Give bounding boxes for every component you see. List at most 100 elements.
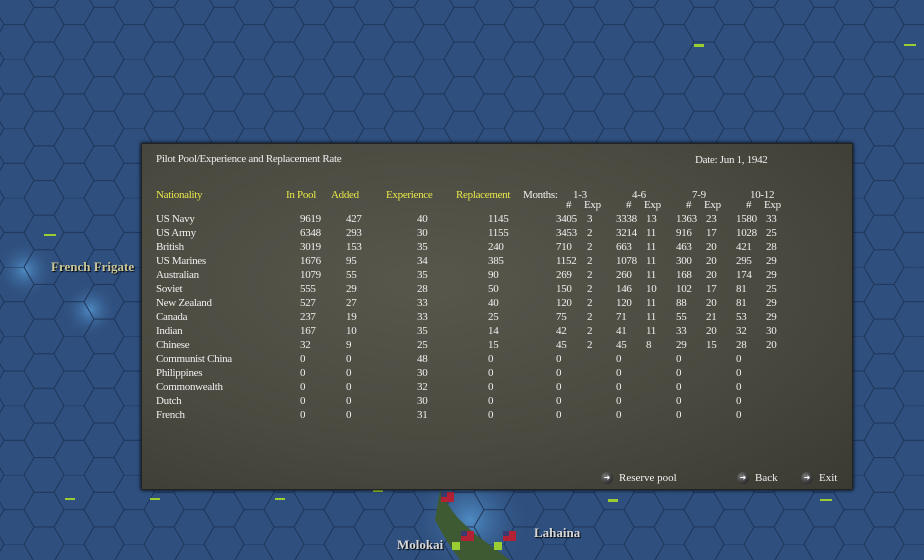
cell-in-pool: 527 — [300, 297, 316, 309]
cell-m4-exp: 20 — [766, 339, 777, 351]
back-label: Back — [755, 472, 778, 484]
cell-m2-exp: 11 — [646, 269, 656, 281]
cell-experience: 30 — [417, 395, 428, 407]
month-group-header: 1-3 — [573, 189, 587, 201]
cell-m4-count: 32 — [736, 325, 747, 337]
cell-in-pool: 167 — [300, 325, 316, 337]
cell-m3-count: 0 — [676, 353, 682, 365]
cell-added: 0 — [346, 353, 352, 365]
cell-nationality: Soviet — [156, 283, 183, 295]
cell-m4-count: 28 — [736, 339, 747, 351]
cell-m1-exp: 2 — [587, 227, 593, 239]
cell-nationality: Commonwealth — [156, 381, 223, 393]
cell-added: 0 — [346, 367, 352, 379]
cell-m1-count: 0 — [556, 395, 562, 407]
cell-m3-exp: 20 — [706, 325, 717, 337]
exit-button[interactable]: ➜ Exit — [801, 472, 837, 484]
cell-in-pool: 1676 — [300, 255, 321, 267]
cell-m2-count: 0 — [616, 395, 622, 407]
reserve-pool-button[interactable]: ➜ Reserve pool — [601, 472, 677, 484]
cell-m1-count: 1152 — [556, 255, 577, 267]
cell-m4-count: 0 — [736, 353, 742, 365]
unit-icons — [44, 44, 916, 550]
cell-nationality: US Army — [156, 227, 196, 239]
cell-in-pool: 0 — [300, 381, 306, 393]
cell-m2-exp: 11 — [646, 325, 656, 337]
header-in-pool: In Pool — [286, 189, 316, 201]
cell-m3-count: 0 — [676, 395, 682, 407]
exit-label: Exit — [819, 472, 838, 484]
cell-experience: 28 — [417, 283, 428, 295]
cell-m2-count: 41 — [616, 325, 627, 337]
cell-replacement: 1155 — [488, 227, 509, 239]
cell-experience: 32 — [417, 381, 428, 393]
exp-header: Exp — [704, 199, 721, 211]
date-label: Date: Jun 1, 1942 — [695, 154, 768, 166]
dialog-title: Pilot Pool/Experience and Replacement Ra… — [156, 153, 342, 165]
cell-in-pool: 6348 — [300, 227, 321, 239]
cell-m4-count: 81 — [736, 283, 747, 295]
cell-m2-exp: 11 — [646, 241, 656, 253]
cell-m4-exp: 30 — [766, 325, 777, 337]
cell-nationality: Chinese — [156, 339, 190, 351]
cell-experience: 35 — [417, 325, 428, 337]
cell-experience: 40 — [417, 213, 428, 225]
arrow-right-icon: ➜ — [801, 472, 813, 484]
cell-nationality: Dutch — [156, 395, 182, 407]
count-header: # — [566, 199, 572, 211]
cell-m2-exp: 11 — [646, 255, 656, 267]
cell-in-pool: 0 — [300, 395, 306, 407]
header-replacement: Replacement — [456, 189, 511, 201]
cell-in-pool: 9619 — [300, 213, 321, 225]
cell-m2-count: 45 — [616, 339, 627, 351]
cell-experience: 25 — [417, 339, 428, 351]
cell-m3-exp: 15 — [706, 339, 717, 351]
cell-m1-count: 269 — [556, 269, 572, 281]
cell-m3-count: 300 — [676, 255, 692, 267]
cell-nationality: French — [156, 409, 185, 421]
cell-m1-exp: 2 — [587, 311, 593, 323]
cell-m4-count: 0 — [736, 409, 742, 421]
cell-added: 19 — [346, 311, 357, 323]
back-button[interactable]: ➜ Back — [737, 472, 778, 484]
cell-m4-exp: 25 — [766, 283, 777, 295]
cell-added: 0 — [346, 381, 352, 393]
cell-m4-count: 0 — [736, 395, 742, 407]
month-group-header: 7-9 — [692, 189, 706, 201]
cell-added: 55 — [346, 269, 357, 281]
cell-m3-count: 168 — [676, 269, 692, 281]
cell-m3-count: 1363 — [676, 213, 697, 225]
cell-m3-exp: 20 — [706, 269, 717, 281]
cell-nationality: Indian — [156, 325, 183, 337]
cell-m4-exp: 29 — [766, 297, 777, 309]
cell-m4-count: 1028 — [736, 227, 757, 239]
cell-m1-exp: 2 — [587, 255, 593, 267]
cell-m3-count: 29 — [676, 339, 687, 351]
cell-replacement: 1145 — [488, 213, 509, 225]
cell-m1-count: 120 — [556, 297, 572, 309]
cell-replacement: 0 — [488, 353, 494, 365]
cell-m4-count: 295 — [736, 255, 752, 267]
cell-m3-exp: 21 — [706, 311, 717, 323]
cell-replacement: 0 — [488, 381, 494, 393]
cell-m1-count: 0 — [556, 381, 562, 393]
cell-m1-exp: 2 — [587, 241, 593, 253]
cell-experience: 30 — [417, 367, 428, 379]
cell-m3-count: 55 — [676, 311, 687, 323]
cell-m2-count: 1078 — [616, 255, 637, 267]
month-group-header: 10-12 — [750, 189, 775, 201]
cell-m4-count: 53 — [736, 311, 747, 323]
cell-m2-count: 3338 — [616, 213, 637, 225]
cell-m2-exp: 10 — [646, 283, 657, 295]
cell-m4-exp: 29 — [766, 269, 777, 281]
cell-in-pool: 3019 — [300, 241, 321, 253]
cell-replacement: 40 — [488, 297, 499, 309]
cell-in-pool: 0 — [300, 353, 306, 365]
cell-added: 9 — [346, 339, 352, 351]
cell-m4-count: 0 — [736, 367, 742, 379]
cell-m2-count: 146 — [616, 283, 632, 295]
cell-nationality: Australian — [156, 269, 199, 281]
cell-replacement: 240 — [488, 241, 504, 253]
cell-experience: 33 — [417, 297, 428, 309]
cell-m1-exp: 2 — [587, 339, 593, 351]
